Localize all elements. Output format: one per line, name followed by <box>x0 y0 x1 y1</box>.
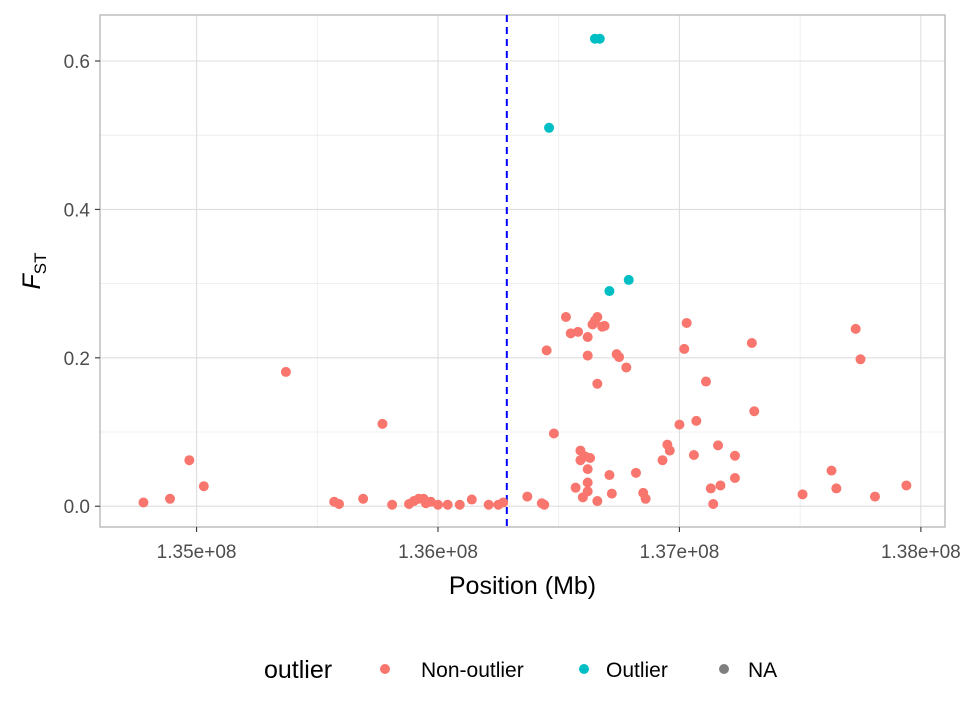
data-point-non-outlier <box>729 450 740 461</box>
data-point-non-outlier <box>548 428 559 439</box>
data-point-non-outlier <box>630 467 641 478</box>
data-point-non-outlier <box>797 489 808 500</box>
data-point-non-outlier <box>334 498 345 509</box>
data-point-outlier <box>604 286 615 297</box>
y-tick-label: 0.6 <box>64 52 90 73</box>
data-point-non-outlier <box>708 498 719 509</box>
x-axis-title: Position (Mb) <box>449 572 596 600</box>
data-point-non-outlier <box>483 499 494 510</box>
data-point-non-outlier <box>746 337 757 348</box>
data-point-non-outlier <box>582 332 593 343</box>
data-point-non-outlier <box>691 415 702 426</box>
data-point-non-outlier <box>869 491 880 502</box>
y-axis-title: FST <box>18 252 50 289</box>
data-point-non-outlier <box>621 362 632 373</box>
data-point-non-outlier <box>749 406 760 417</box>
legend-label-outlier: Outlier <box>606 659 668 682</box>
data-point-non-outlier <box>688 450 699 461</box>
data-point-non-outlier <box>592 378 603 389</box>
data-point-non-outlier <box>582 477 593 488</box>
y-axis-ticks: 0.0 0.2 0.4 0.6 <box>64 52 100 518</box>
y-tick-label: 0.2 <box>64 349 90 370</box>
legend-key-outlier <box>579 664 589 674</box>
data-point-non-outlier <box>582 464 593 475</box>
data-point-non-outlier <box>592 312 603 323</box>
data-point-non-outlier <box>831 483 842 494</box>
legend: outlier Non-outlier Outlier NA <box>264 656 777 684</box>
data-point-non-outlier <box>604 470 615 481</box>
data-point-non-outlier <box>657 455 668 466</box>
data-point-non-outlier <box>592 496 603 507</box>
data-point-non-outlier <box>679 343 690 354</box>
legend-key-na <box>719 664 729 674</box>
data-point-non-outlier <box>358 493 369 504</box>
legend-title: outlier <box>264 656 332 684</box>
y-tick-label: 0.0 <box>64 497 90 518</box>
legend-label-non-outlier: Non-outlier <box>421 659 524 682</box>
data-point-non-outlier <box>573 326 584 337</box>
data-point-non-outlier <box>826 465 837 476</box>
plot-border <box>99 14 946 528</box>
data-point-non-outlier <box>377 418 388 429</box>
data-point-non-outlier <box>433 499 443 510</box>
data-point-non-outlier <box>674 419 685 430</box>
data-point-non-outlier <box>582 486 593 497</box>
x-tick-label: 1.37e+08 <box>640 542 720 563</box>
data-point-non-outlier <box>560 312 571 323</box>
x-axis-ticks: 1.35e+08 1.36e+08 1.37e+08 1.38e+08 <box>157 527 960 563</box>
data-point-non-outlier <box>442 499 453 510</box>
legend-label-na: NA <box>748 659 777 682</box>
data-point-non-outlier <box>498 497 509 508</box>
legend-key-non-outlier <box>380 664 390 674</box>
data-point-non-outlier <box>640 493 651 504</box>
data-point-non-outlier <box>522 491 533 502</box>
data-point-non-outlier <box>582 350 593 361</box>
data-point-non-outlier <box>705 483 716 494</box>
data-point-non-outlier <box>165 493 176 504</box>
minor-gridlines <box>100 15 945 527</box>
data-point-non-outlier <box>138 497 149 508</box>
data-point-non-outlier <box>681 317 692 328</box>
legend-entry-non-outlier: Non-outlier <box>380 659 524 682</box>
data-point-non-outlier <box>539 499 550 510</box>
plot-background <box>100 15 945 527</box>
x-tick-label: 1.36e+08 <box>398 542 478 563</box>
data-point-non-outlier <box>700 376 711 387</box>
data-point-outlier <box>544 122 555 133</box>
data-point-non-outlier <box>541 345 552 356</box>
major-gridlines <box>100 15 945 527</box>
x-tick-label: 1.35e+08 <box>157 542 237 563</box>
data-point-non-outlier <box>614 352 625 363</box>
data-point-non-outlier <box>606 488 617 499</box>
legend-entry-na: NA <box>719 659 777 682</box>
data-point-non-outlier <box>184 455 195 466</box>
x-tick-label: 1.38e+08 <box>881 542 960 563</box>
data-point-non-outlier <box>855 354 866 365</box>
data-point-non-outlier <box>713 440 724 451</box>
y-tick-label: 0.4 <box>64 200 91 221</box>
data-point-non-outlier <box>387 499 398 510</box>
data-point-non-outlier <box>585 452 596 463</box>
y-axis-title-main: F <box>18 273 46 290</box>
data-point-non-outlier <box>454 499 465 510</box>
data-point-non-outlier <box>599 320 610 331</box>
data-point-non-outlier <box>570 482 581 493</box>
data-point-non-outlier <box>664 445 675 456</box>
y-axis-title-subscript: ST <box>31 252 50 274</box>
data-point-non-outlier <box>850 323 861 334</box>
data-point-non-outlier <box>729 473 740 484</box>
data-point-non-outlier <box>280 366 291 377</box>
data-point-non-outlier <box>715 480 726 491</box>
data-point-outlier <box>623 274 634 285</box>
data-point-outlier <box>594 33 605 44</box>
data-points <box>138 33 912 510</box>
data-point-non-outlier <box>198 481 209 492</box>
data-point-non-outlier <box>466 494 477 505</box>
data-point-non-outlier <box>901 480 912 491</box>
legend-entry-outlier: Outlier <box>579 659 668 682</box>
